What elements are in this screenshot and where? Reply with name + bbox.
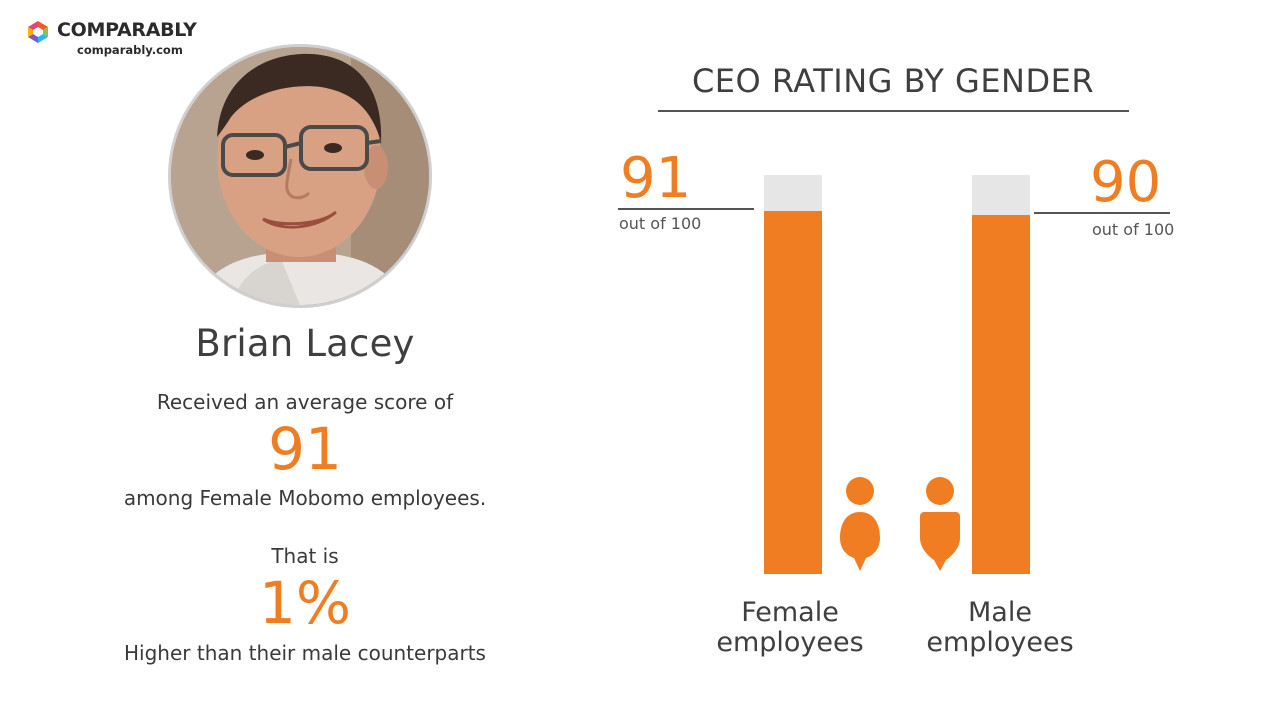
received-text: Received an average score of xyxy=(156,390,454,414)
brand-url[interactable]: comparably.com xyxy=(77,43,183,57)
among-text: among Female Mobomo employees. xyxy=(123,486,487,510)
higher-text: Higher than their male counterparts xyxy=(124,641,486,665)
ceo-portrait-image xyxy=(171,47,429,305)
female-value-sublabel: out of 100 xyxy=(619,213,702,233)
male-category-label: Male employees xyxy=(926,597,1074,658)
that-is-text: That is xyxy=(271,544,339,568)
female-value-label: 91 xyxy=(620,145,692,211)
female-value-line xyxy=(618,207,754,210)
male-value-label: 90 xyxy=(1090,149,1162,215)
comparably-logo[interactable]: COMPARABLY comparably.com xyxy=(26,18,226,62)
ceo-avatar xyxy=(168,44,432,308)
comparably-logo-icon xyxy=(28,21,48,43)
difference-percent: 1% xyxy=(258,569,351,637)
male-value-sublabel: out of 100 xyxy=(1092,219,1175,239)
male-icon xyxy=(920,477,960,571)
ceo-name: Brian Lacey xyxy=(195,322,415,365)
female-icon xyxy=(840,477,880,571)
female-bar xyxy=(764,210,822,574)
chart-title: CEO RATING BY GENDER xyxy=(691,62,1095,100)
male-bar xyxy=(972,214,1030,574)
female-category-label: Female employees xyxy=(716,597,864,658)
male-value-line xyxy=(1034,211,1170,214)
chart-title-rule xyxy=(658,110,1129,112)
brand-name: COMPARABLY xyxy=(57,19,197,41)
average-score: 91 xyxy=(268,415,342,483)
